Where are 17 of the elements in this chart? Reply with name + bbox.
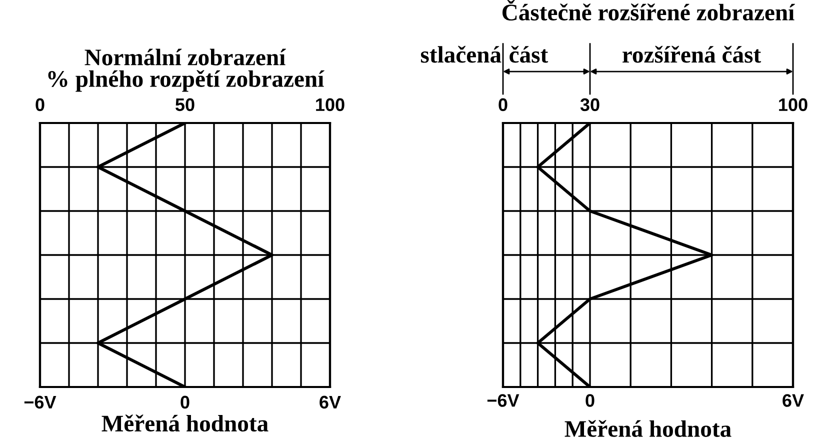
- x-tick-label: −6V: [24, 396, 56, 409]
- x2-tick-label: 0: [498, 98, 508, 112]
- x2-tick-label: 100: [779, 98, 808, 112]
- x-tick-label: 0: [180, 396, 190, 409]
- x-axis-title: Měřená hodnota: [102, 414, 268, 432]
- chart-title: Normální zobrazení: [84, 48, 286, 66]
- x2-tick-label: 0: [36, 98, 44, 112]
- text: rozšířená část: [622, 46, 762, 63]
- x2-tick-label: 30: [580, 98, 600, 112]
- chart-title: Částečně rozšířené zobrazení: [502, 0, 795, 21]
- text: část: [510, 46, 548, 63]
- x2-tick-label: 50: [176, 98, 194, 112]
- x2-tick-label: 100: [316, 98, 344, 112]
- x-tick-label: 6V: [320, 396, 341, 409]
- x2-axis-title: % plného rozpětí zobrazení: [48, 70, 324, 92]
- text: stlačená: [420, 46, 502, 63]
- x-axis-title: Měřená hodnota: [564, 420, 732, 437]
